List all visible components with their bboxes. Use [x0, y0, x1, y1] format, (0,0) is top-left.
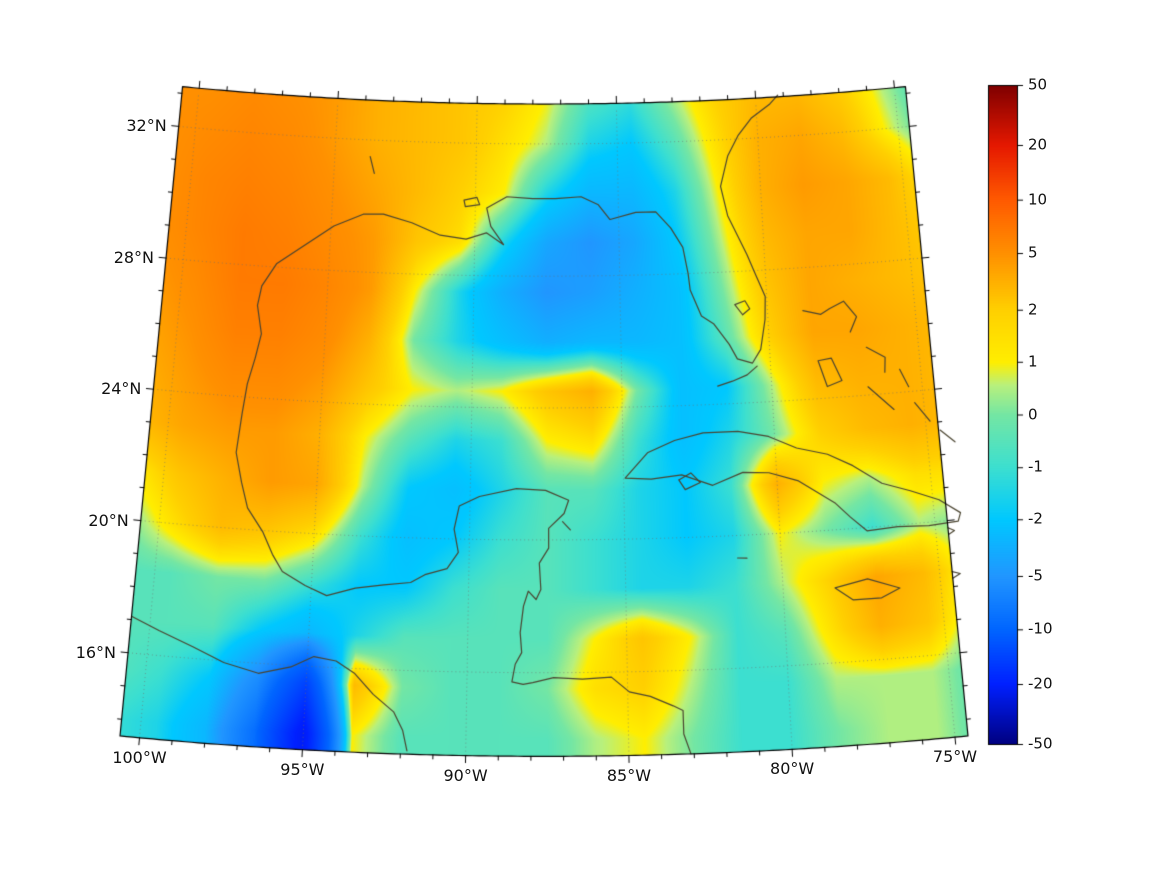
colorbar-tick-label: -20: [1028, 674, 1053, 693]
lat-tick-label: 28°N: [113, 248, 155, 268]
colorbar-tick-label: -2: [1028, 509, 1043, 528]
colorbar-tick-label: 2: [1028, 300, 1038, 319]
colorbar-tick-label: 20: [1028, 135, 1048, 154]
colorbar-tick-label: 10: [1028, 190, 1048, 209]
colorbar-tick-label: -1: [1028, 457, 1043, 476]
lat-tick-label: 20°N: [88, 510, 129, 530]
lon-tick-label: 75°W: [932, 747, 978, 767]
lon-tick-label: 80°W: [770, 759, 815, 779]
colorbar-tick-label: 1: [1028, 352, 1038, 371]
lon-tick-label: 100°W: [112, 747, 167, 767]
colorbar-tick-label: -10: [1028, 619, 1053, 638]
colorbar-tick-label: 0: [1028, 405, 1038, 423]
lat-tick-label: 24°N: [101, 379, 142, 399]
lat-tick-label: 16°N: [75, 642, 117, 662]
colorbar: [980, 79, 1040, 753]
colorbar-tick-label: -5: [1028, 566, 1043, 585]
lon-tick-label: 85°W: [606, 765, 652, 785]
colorbar-tick-label: 5: [1028, 243, 1038, 262]
colorbar-tick-label: 50: [1028, 75, 1048, 94]
lat-tick-label: 32°N: [126, 116, 167, 136]
lon-tick-label: 95°W: [280, 759, 325, 779]
lon-tick-label: 90°W: [443, 765, 488, 785]
colorbar-tick-label: -50: [1028, 734, 1053, 753]
